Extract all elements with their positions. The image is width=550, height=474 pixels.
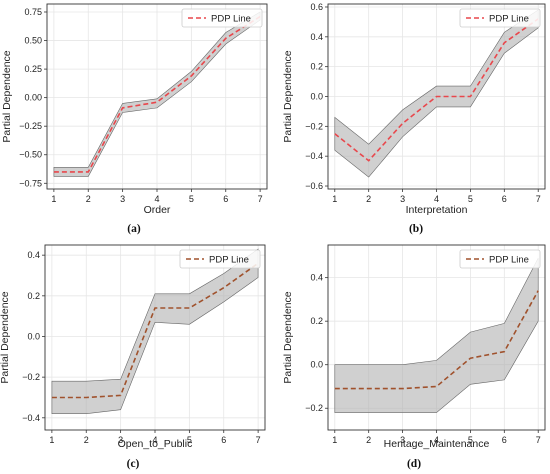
panel-caption: (b) <box>409 223 423 235</box>
legend-box <box>459 8 541 28</box>
chart-panel-b: 1 2 3 4 5 6 7 −0.6 −0.4 −0.2 0.0 0.2 0.4 0.6 Interpret… <box>282 2 546 235</box>
x-tick-label: 5 <box>468 435 473 445</box>
x-tick-label: 6 <box>502 435 507 445</box>
x-tick-label: 1 <box>49 435 54 445</box>
x-axis-label: Order <box>144 204 171 216</box>
y-tick-label: 0.0 <box>27 331 40 341</box>
x-tick-label: 7 <box>258 194 263 204</box>
y-tick-label: −0.2 <box>305 403 323 413</box>
confidence-band <box>334 9 539 178</box>
panel-caption: (c) <box>127 458 140 470</box>
x-tick-label: 6 <box>221 435 226 445</box>
y-tick-label: 0.4 <box>27 250 40 260</box>
y-tick-label: 0.2 <box>310 316 323 326</box>
x-axis-label: Open_to_Public <box>118 438 193 450</box>
y-axis-label: Partial Dependence <box>0 291 11 383</box>
pdp-line <box>51 262 259 399</box>
y-tick-label: 0.75 <box>24 7 42 17</box>
y-tick-label: 0.4 <box>310 32 323 42</box>
x-tick-label: 6 <box>223 194 228 204</box>
y-tick-label: −0.4 <box>305 151 323 161</box>
x-tick-label: 4 <box>152 435 157 445</box>
x-tick-label: 7 <box>536 435 541 445</box>
x-tick-label: 4 <box>434 194 439 204</box>
x-tick-label: 1 <box>51 194 56 204</box>
pdp-line <box>334 290 539 390</box>
x-tick-label: 2 <box>86 194 91 204</box>
x-tick-label: 4 <box>154 194 159 204</box>
x-tick-label: 2 <box>366 435 371 445</box>
legend-label: PDP Line <box>489 255 529 266</box>
x-tick-label: 7 <box>536 194 541 204</box>
x-tick-label: 3 <box>400 194 405 204</box>
legend: PDP Line <box>459 249 541 269</box>
pdp-line <box>53 15 261 173</box>
panel-caption: (a) <box>127 223 141 235</box>
y-tick-label: −0.6 <box>305 181 323 191</box>
legend: PDP Line <box>181 8 263 28</box>
x-tick-label: 5 <box>468 194 473 204</box>
y-tick-label: −0.25 <box>19 121 42 131</box>
x-tick-label: 3 <box>400 435 405 445</box>
legend-box <box>179 249 261 269</box>
x-tick-label: 2 <box>84 435 89 445</box>
x-tick-label: 1 <box>332 194 337 204</box>
legend-box <box>459 249 541 269</box>
x-tick-label: 5 <box>187 435 192 445</box>
y-axis-label: Partial Dependence <box>1 50 13 142</box>
y-tick-label: −0.2 <box>305 121 323 131</box>
x-tick-label: 5 <box>189 194 194 204</box>
confidence-band <box>334 257 539 413</box>
legend-box <box>181 8 263 28</box>
y-tick-label: 0.4 <box>310 273 323 283</box>
x-tick-label: 3 <box>118 435 123 445</box>
y-tick-label: −0.2 <box>22 372 40 382</box>
y-tick-label: 0.00 <box>24 93 42 103</box>
chart-panel-c: 1 2 3 4 5 6 7 −0.4 −0.2 0.0 0.2 0.4 Open_to_Public Pa… <box>0 244 266 470</box>
legend-label: PDP Line <box>489 14 529 25</box>
x-axis-label: Heritage_Maintenance <box>384 438 490 450</box>
y-tick-label: 0.0 <box>310 92 323 102</box>
x-tick-label: 4 <box>434 435 439 445</box>
x-axis-label: Interpretation <box>406 204 468 216</box>
confidence-band <box>51 248 259 414</box>
y-tick-label: 0.2 <box>27 291 40 301</box>
chart-panel-a: 1 2 3 4 5 6 7 −0.75 −0.50 −0.25 0.00 0.25 0.50 0.75 Or… <box>1 3 268 235</box>
legend-label: PDP Line <box>211 14 251 25</box>
x-tick-label: 6 <box>502 194 507 204</box>
y-axis-label: Partial Dependence <box>282 291 294 383</box>
y-tick-label: 0.2 <box>310 62 323 72</box>
x-tick-label: 1 <box>332 435 337 445</box>
y-tick-label: 0.25 <box>24 64 42 74</box>
y-tick-label: 0.50 <box>24 36 42 46</box>
chart-panel-d: 1 2 3 4 5 6 7 −0.2 0.0 0.2 0.4 Heritage_Maintenance… <box>282 244 546 470</box>
x-tick-label: 2 <box>366 194 371 204</box>
y-tick-label: 0.0 <box>310 360 323 370</box>
panel-caption: (d) <box>407 458 421 470</box>
y-tick-label: −0.75 <box>19 178 42 188</box>
legend: PDP Line <box>179 249 261 269</box>
legend: PDP Line <box>459 8 541 28</box>
y-tick-label: −0.4 <box>22 413 40 423</box>
y-tick-label: −0.50 <box>19 150 42 160</box>
y-tick-label: 0.6 <box>310 2 323 12</box>
legend-label: PDP Line <box>209 255 249 266</box>
x-tick-label: 3 <box>120 194 125 204</box>
x-tick-label: 7 <box>256 435 261 445</box>
y-axis-label: Partial Dependence <box>282 50 294 142</box>
